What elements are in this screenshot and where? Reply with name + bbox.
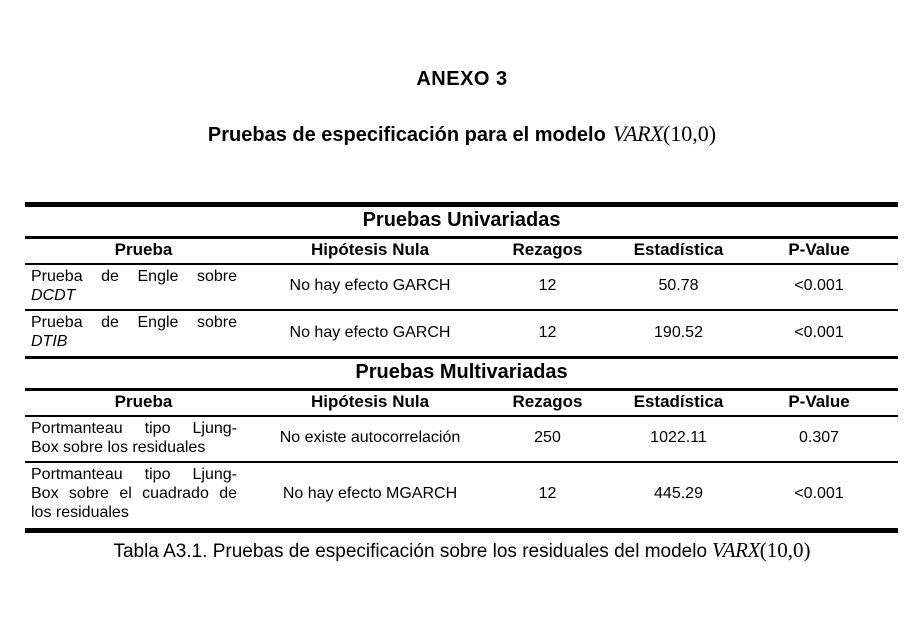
model-variable: VARX bbox=[712, 538, 760, 563]
cell-p-value: <0.001 bbox=[740, 264, 899, 312]
prueba-line: Portmanteau tipo Ljung- bbox=[31, 466, 237, 484]
col-header-estadistica: Estadística bbox=[617, 389, 740, 417]
col-header-hipotesis-nula: Hipótesis Nula bbox=[262, 389, 478, 417]
header-row-univariadas: Prueba Hipótesis Nula Rezagos Estadístic… bbox=[25, 237, 899, 265]
table-caption: Tabla A3.1. Pruebas de especificación so… bbox=[0, 538, 924, 563]
prueba-line: Box sobre el cuadrado de bbox=[31, 485, 237, 503]
caption-model-math: VARX(10,0) bbox=[712, 538, 811, 562]
model-order: (10,0) bbox=[662, 121, 717, 146]
header-row-multivariadas: Prueba Hipótesis Nula Rezagos Estadístic… bbox=[25, 389, 899, 417]
table-row-portmanteau-cuadrado: Portmanteau tipo Ljung- Box sobre el cua… bbox=[25, 462, 898, 531]
col-header-hipotesis-nula: Hipótesis Nula bbox=[262, 237, 478, 265]
col-header-prueba: Prueba bbox=[25, 389, 262, 417]
section-header-univariadas: Pruebas Univariadas bbox=[25, 204, 899, 239]
section-row-univariadas: Pruebas Univariadas bbox=[25, 204, 899, 239]
cell-estadistica: 50.78 bbox=[617, 264, 740, 312]
cell-prueba: Prueba de Engle sobre DTIB bbox=[25, 310, 262, 359]
col-header-p-value: P-Value bbox=[740, 389, 899, 417]
cell-p-value: <0.001 bbox=[794, 485, 844, 503]
prueba-line: Prueba de Engle sobre bbox=[31, 314, 237, 332]
prueba-variable: DTIB bbox=[31, 333, 68, 351]
cell-rezagos: 250 bbox=[478, 415, 617, 464]
cell-prueba: Portmanteau tipo Ljung- Box sobre el cua… bbox=[25, 462, 262, 531]
table-row-engle-dcdt: Prueba de Engle sobre DCDT No hay efecto… bbox=[25, 264, 899, 312]
section-row-multivariadas: Pruebas Multivariadas bbox=[25, 357, 899, 391]
cell-hipotesis-nula: No hay efecto GARCH bbox=[262, 264, 478, 312]
cell-prueba: Prueba de Engle sobre DCDT bbox=[25, 264, 262, 312]
cell-hipotesis-nula: No hay efecto GARCH bbox=[262, 310, 478, 359]
prueba-line: Prueba de Engle sobre bbox=[31, 268, 237, 285]
cell-rezagos: 12 bbox=[478, 310, 617, 359]
subtitle-model-math: VARX(10,0) bbox=[613, 121, 716, 146]
prueba-line: los residuales bbox=[31, 503, 129, 521]
table-row-engle-dtib: Prueba de Engle sobre DTIB No hay efecto… bbox=[25, 310, 899, 359]
cell-hipotesis-nula: No existe autocorrelación bbox=[262, 415, 478, 464]
cell-p-value: 0.307 bbox=[740, 415, 899, 464]
col-header-rezagos: Rezagos bbox=[478, 389, 617, 417]
prueba-line: Box sobre los residuales bbox=[31, 438, 206, 456]
caption-text: Tabla A3.1. Pruebas de especificación so… bbox=[113, 541, 708, 563]
cell-p-value: <0.001 bbox=[740, 310, 899, 359]
specification-table: Pruebas Univariadas Prueba Hipótesis Nul… bbox=[25, 202, 899, 534]
subtitle-text: Pruebas de especificación para el modelo bbox=[207, 124, 606, 146]
document-page: ANEXO 3 Pruebas de especificación para e… bbox=[0, 68, 924, 627]
cell-rezagos: 12 bbox=[478, 264, 617, 312]
model-variable: VARX bbox=[612, 121, 664, 146]
page-title: ANEXO 3 bbox=[416, 68, 508, 90]
col-header-p-value: P-Value bbox=[740, 237, 899, 265]
section-header-multivariadas: Pruebas Multivariadas bbox=[25, 357, 899, 391]
cell-hipotesis-nula: No hay efecto MGARCH bbox=[282, 485, 458, 503]
prueba-variable: DCDT bbox=[31, 286, 76, 304]
model-order: (10,0) bbox=[759, 538, 811, 563]
cell-estadistica: 1022.11 bbox=[617, 415, 740, 464]
prueba-line: Portmanteau tipo Ljung- bbox=[31, 419, 237, 437]
col-header-estadistica: Estadística bbox=[617, 237, 740, 265]
table-row-portmanteau-residuales: Portmanteau tipo Ljung- Box sobre los re… bbox=[25, 415, 899, 464]
col-header-prueba: Prueba bbox=[25, 237, 262, 265]
subtitle: Pruebas de especificación para el modelo… bbox=[0, 121, 924, 147]
cell-rezagos: 12 bbox=[538, 485, 557, 503]
cell-estadistica: 190.52 bbox=[617, 310, 740, 359]
cell-estadistica: 445.29 bbox=[654, 485, 703, 503]
cell-prueba: Portmanteau tipo Ljung- Box sobre los re… bbox=[25, 415, 262, 464]
col-header-rezagos: Rezagos bbox=[478, 237, 617, 265]
